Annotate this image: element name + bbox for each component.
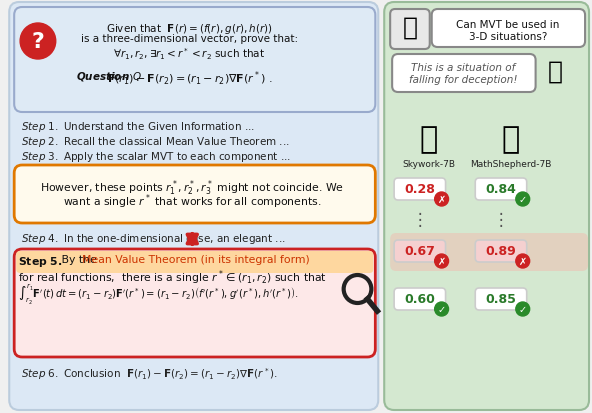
Circle shape <box>435 192 449 206</box>
FancyBboxPatch shape <box>14 166 375 223</box>
Circle shape <box>516 254 530 268</box>
Text: 0.28: 0.28 <box>404 183 435 196</box>
FancyBboxPatch shape <box>394 288 446 310</box>
Text: 🐕: 🐕 <box>502 125 520 154</box>
Text: $\mathbf{F}(r_1) - \mathbf{F}(r_2) = (r_1 - r_2)\nabla\mathbf{F}(r^*)$ .: $\mathbf{F}(r_1) - \mathbf{F}(r_2) = (r_… <box>107 70 272 88</box>
Text: $\it{Step}$ $\it{1.}$ Understand the Given Information ...: $\it{Step}$ $\it{1.}$ Understand the Giv… <box>21 120 255 134</box>
Circle shape <box>516 192 530 206</box>
Text: 0.84: 0.84 <box>485 183 516 196</box>
Text: 🛡️: 🛡️ <box>420 125 438 154</box>
Text: $\it{Step}$ $\it{3.}$ Apply the scalar MVT to each component ...: $\it{Step}$ $\it{3.}$ Apply the scalar M… <box>21 150 291 164</box>
Text: $\forall r_1, r_2, \exists r_1 < r^* < r_2$ such that: $\forall r_1, r_2, \exists r_1 < r^* < r… <box>113 46 265 62</box>
Text: 👩: 👩 <box>548 60 563 84</box>
FancyBboxPatch shape <box>9 3 378 410</box>
Text: 0.67: 0.67 <box>404 245 435 258</box>
Text: $\int_{r_2}^{r_1}\mathbf{F}^\prime(t)\,dt = (r_1-r_2)\mathbf{F}^\prime(r^*) = (r: $\int_{r_2}^{r_1}\mathbf{F}^\prime(t)\,d… <box>18 282 300 306</box>
Text: ✓: ✓ <box>519 304 527 314</box>
Text: $\it{Step}$ $\it{4.}$ In the one-dimensional case, an elegant ...: $\it{Step}$ $\it{4.}$ In the one-dimensi… <box>21 231 286 245</box>
Text: Can MVT be used in
3-D situations?: Can MVT be used in 3-D situations? <box>456 20 559 41</box>
Text: Question $Q$: Question $Q$ <box>76 70 141 83</box>
FancyBboxPatch shape <box>390 10 430 50</box>
FancyBboxPatch shape <box>390 233 588 271</box>
Text: 0.60: 0.60 <box>404 293 435 306</box>
Text: $\mathbf{Step}$ $\mathbf{5.}$: $\mathbf{Step}$ $\mathbf{5.}$ <box>18 254 63 268</box>
FancyBboxPatch shape <box>384 3 589 410</box>
Text: By the: By the <box>57 254 100 264</box>
FancyBboxPatch shape <box>475 288 527 310</box>
FancyBboxPatch shape <box>14 249 375 357</box>
FancyBboxPatch shape <box>394 240 446 262</box>
FancyBboxPatch shape <box>16 252 374 273</box>
Circle shape <box>516 302 530 316</box>
Text: Given that  $\mathbf{F}(r) = (f(r), g(r), h(r))$: Given that $\mathbf{F}(r) = (f(r), g(r),… <box>106 22 273 36</box>
FancyBboxPatch shape <box>14 8 375 113</box>
Text: for real functions,  there is a single $r^* \in (r_1, r_2)$ such that: for real functions, there is a single $r… <box>18 267 327 286</box>
FancyBboxPatch shape <box>432 10 585 48</box>
Text: ⋮: ⋮ <box>493 211 509 228</box>
Text: is a three-dimensional vector, prove that:: is a three-dimensional vector, prove tha… <box>81 34 298 44</box>
FancyBboxPatch shape <box>475 240 527 262</box>
Text: 0.85: 0.85 <box>485 293 516 306</box>
Text: $\it{Step}$ $\it{2.}$ Recall the classical Mean Value Theorem ...: $\it{Step}$ $\it{2.}$ Recall the classic… <box>21 135 290 149</box>
Text: want a single $r^*$ that works for all components.: want a single $r^*$ that works for all c… <box>63 192 321 210</box>
Text: MathShepherd-7B: MathShepherd-7B <box>470 159 552 169</box>
Text: ✗: ✗ <box>437 256 446 266</box>
Text: ✗: ✗ <box>437 195 446 204</box>
Text: Skywork-7B: Skywork-7B <box>402 159 455 169</box>
FancyBboxPatch shape <box>475 178 527 201</box>
Circle shape <box>435 302 449 316</box>
Text: Mean Value Theorem (in its integral form): Mean Value Theorem (in its integral form… <box>82 254 310 264</box>
Text: ✓: ✓ <box>437 304 446 314</box>
Text: 0.89: 0.89 <box>485 245 516 258</box>
Circle shape <box>20 24 56 60</box>
Text: ⋮: ⋮ <box>411 211 428 228</box>
Circle shape <box>435 254 449 268</box>
FancyBboxPatch shape <box>392 55 536 93</box>
Text: $\it{Step}$ $\it{6.}$ Conclusion  $\mathbf{F}(r_1) - \mathbf{F}(r_2) = (r_1-r_2): $\it{Step}$ $\it{6.}$ Conclusion $\mathb… <box>21 365 278 381</box>
Text: 🤖: 🤖 <box>403 16 417 40</box>
Text: ✗: ✗ <box>519 256 527 266</box>
Text: ?: ? <box>31 32 44 52</box>
FancyBboxPatch shape <box>394 178 446 201</box>
Text: This is a situation of
falling for deception!: This is a situation of falling for decep… <box>409 63 517 84</box>
Text: ✓: ✓ <box>519 195 527 204</box>
Text: However, these points $r_1^*, r_2^*, r_3^*$ might not coincide. We: However, these points $r_1^*, r_2^*, r_3… <box>40 178 344 197</box>
